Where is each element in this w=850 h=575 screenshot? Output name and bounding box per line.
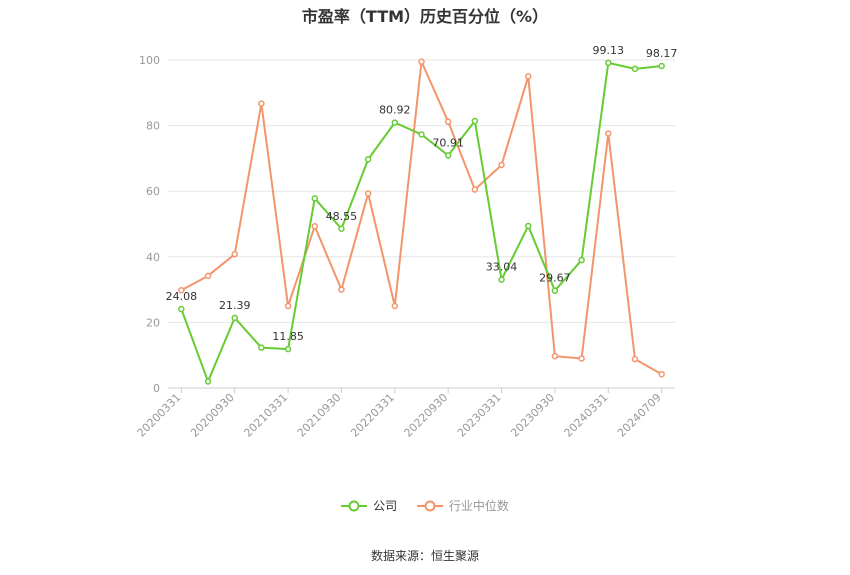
y-tick-label: 80 <box>146 120 160 133</box>
y-tick-label: 60 <box>146 185 160 198</box>
data-point-industry-median <box>578 355 585 362</box>
x-tick-label: 20210331 <box>241 391 290 440</box>
data-label: 21.39 <box>219 299 251 312</box>
data-point-industry-median <box>631 355 639 363</box>
data-point-company <box>418 131 425 138</box>
data-point-company <box>498 276 505 283</box>
y-tick-label: 100 <box>139 54 160 67</box>
chart-title: 市盈率（TTM）历史百分位（%） <box>301 7 549 26</box>
x-tick-label: 20240331 <box>562 391 611 440</box>
y-tick-label: 0 <box>153 382 160 395</box>
data-point-company <box>391 119 399 126</box>
data-label: 33.04 <box>486 261 518 274</box>
data-point-industry-median <box>498 161 505 169</box>
legend-label-company: 公司 <box>373 499 398 513</box>
x-tick-label: 20220930 <box>402 391 451 440</box>
legend-item-company[interactable]: 公司 <box>341 497 397 514</box>
data-label: 11.85 <box>272 330 304 343</box>
data-point-industry-median <box>605 130 612 137</box>
data-point-company <box>658 62 665 70</box>
data-point-industry-median <box>231 250 238 258</box>
data-point-industry-median <box>471 186 479 193</box>
x-tick-label: 20220331 <box>348 391 397 440</box>
data-source: 数据来源：恒生聚源 <box>370 549 479 563</box>
data-point-industry-median <box>364 190 372 197</box>
x-tick-label: 20230930 <box>508 391 557 440</box>
data-point-company <box>311 195 319 202</box>
x-tick-label: 20230331 <box>455 391 504 440</box>
data-point-company <box>444 152 452 159</box>
data-label: 24.08 <box>166 290 198 303</box>
x-tick-label: 20200331 <box>135 391 184 440</box>
data-point-company <box>605 59 612 67</box>
data-point-industry-median <box>391 302 399 310</box>
data-point-company <box>524 222 532 230</box>
data-label: 48.55 <box>326 210 358 223</box>
data-point-company <box>258 344 265 351</box>
data-point-company <box>471 117 479 125</box>
legend-item-industry-median[interactable]: 行业中位数 <box>416 497 509 514</box>
data-point-industry-median <box>551 352 559 360</box>
legend-marker-company <box>341 500 368 511</box>
data-point-industry-median <box>658 370 665 378</box>
data-label: 70.91 <box>432 136 464 149</box>
series-line-industry-median <box>180 60 663 376</box>
data-point-industry-median <box>338 286 345 293</box>
data-point-company <box>231 314 238 322</box>
data-point-company <box>631 65 639 73</box>
x-tick-label: 20210930 <box>295 391 344 440</box>
data-point-company <box>551 287 559 294</box>
data-point-company <box>338 225 345 233</box>
legend: 公司 行业中位数 <box>0 497 850 515</box>
data-point-company <box>364 156 372 163</box>
data-point-industry-median <box>418 58 425 65</box>
data-point-industry-median <box>444 118 452 125</box>
y-tick-label: 40 <box>146 251 160 264</box>
data-point-industry-median <box>258 100 265 107</box>
data-point-industry-median <box>524 73 532 80</box>
data-point-industry-median <box>178 287 185 294</box>
data-point-company <box>284 345 292 353</box>
data-point-industry-median <box>284 302 292 310</box>
legend-label-industry-median: 行业中位数 <box>448 499 509 513</box>
data-label: 99.13 <box>593 44 625 57</box>
data-point-company <box>204 378 212 385</box>
y-tick-label: 20 <box>146 316 160 329</box>
data-point-company <box>178 305 185 313</box>
legend-marker-industry-median <box>416 500 443 511</box>
x-tick-label: 20200930 <box>188 391 237 440</box>
data-point-industry-median <box>311 223 319 230</box>
data-point-company <box>578 256 585 264</box>
series-line-company <box>180 61 662 383</box>
x-tick-label: 20240709 <box>615 391 664 440</box>
data-label: 80.92 <box>379 104 411 117</box>
data-label: 29.67 <box>539 272 571 285</box>
data-label: 98.17 <box>646 47 678 60</box>
data-point-industry-median <box>204 272 212 280</box>
